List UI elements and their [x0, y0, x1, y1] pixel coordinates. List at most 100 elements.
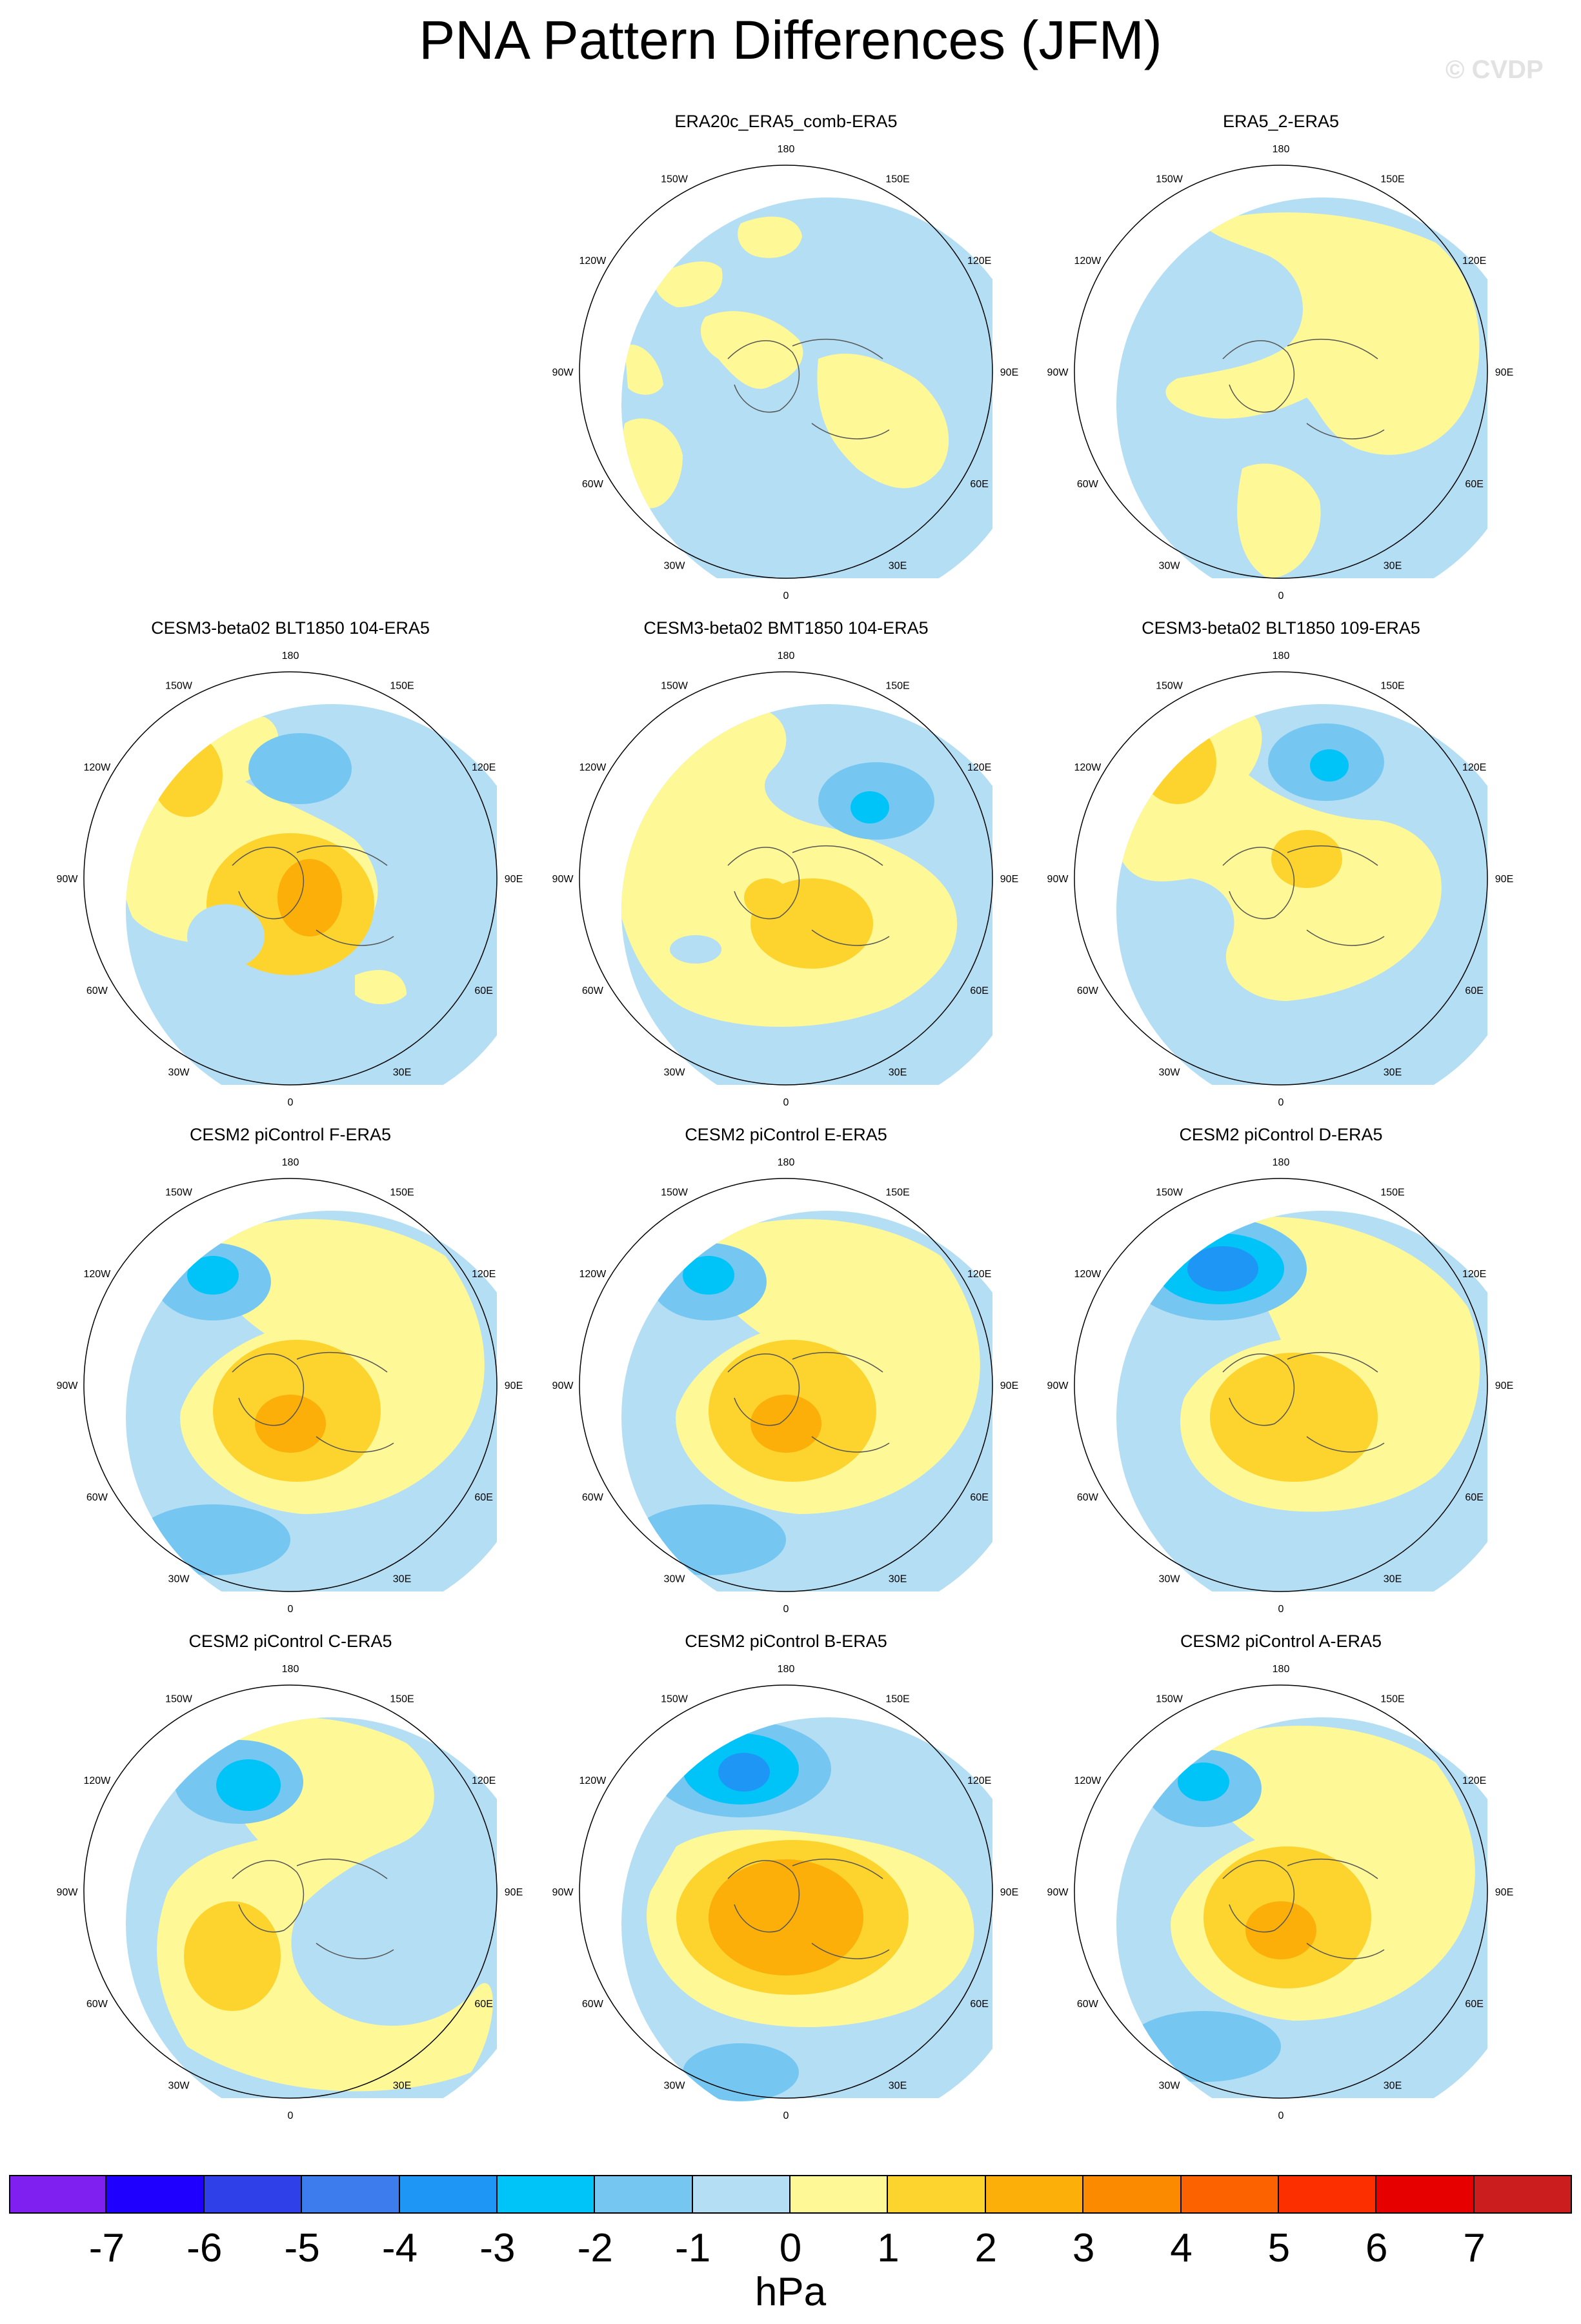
panel-title: ERA5_2-ERA5: [1222, 112, 1340, 131]
colorbar-box: [595, 2175, 693, 2214]
map-border: [1074, 671, 1488, 1086]
longitude-label: 60W: [1077, 1492, 1099, 1503]
coastline: [1222, 1351, 1385, 1453]
colorbar-tick-label: -2: [577, 2226, 613, 2270]
longitude-label: 90E: [1000, 874, 1018, 885]
longitude-label: 90W: [57, 1380, 79, 1391]
longitude-label: 90W: [1047, 874, 1069, 885]
panel-title: CESM2 piControl F-ERA5: [189, 1125, 392, 1144]
panel-title: CESM2 piControl C-ERA5: [188, 1632, 392, 1651]
longitude-label: 150W: [1156, 680, 1183, 691]
longitude-label: 0: [783, 1604, 789, 1615]
longitude-label: 30E: [393, 1067, 411, 1078]
longitude-label: 60E: [474, 985, 492, 996]
longitude-label: 30E: [889, 2081, 907, 2092]
colorbar-unit: hPa: [754, 2270, 827, 2314]
longitude-label: 120W: [579, 1269, 607, 1280]
longitude-label: 60W: [582, 479, 604, 490]
longitude-label: 90E: [1495, 874, 1513, 885]
colorbar-box: [985, 2175, 1084, 2214]
longitude-label: 120E: [472, 1269, 496, 1280]
longitude-label: 90W: [552, 1380, 574, 1391]
longitude-label: 0: [1278, 2110, 1284, 2121]
longitude-label: 180: [1273, 1664, 1290, 1675]
longitude-label: 30E: [1384, 2081, 1402, 2092]
longitude-label: 90E: [1495, 1887, 1513, 1898]
longitude-label: 150E: [885, 1693, 909, 1704]
low-center: [631, 1504, 786, 1575]
longitude-label: 120E: [472, 1775, 496, 1786]
longitude-label: 150W: [165, 1187, 193, 1198]
longitude-label: 60W: [582, 985, 604, 996]
longitude-label: 60E: [1465, 985, 1483, 996]
longitude-label: 30W: [168, 1574, 190, 1585]
longitude-label: 90W: [1047, 1380, 1069, 1391]
longitude-label: 30E: [889, 1574, 907, 1585]
longitude-label: 30W: [168, 2081, 190, 2092]
longitude-label: 90E: [1000, 1887, 1018, 1898]
longitude-label: 60W: [1077, 479, 1099, 490]
polar-map: 180 150E 120E 90E 60E 30E 0 30W 60W 90W 120W 150W: [57, 651, 523, 1108]
colorbar-box: [399, 2175, 498, 2214]
longitude-label: 150E: [885, 1187, 909, 1198]
longitude-label: 60W: [582, 1492, 604, 1503]
colorbar-tick-label: 2: [974, 2226, 997, 2270]
map-border: [579, 1178, 993, 1592]
coastline: [1222, 1858, 1385, 1959]
panel-title: CESM2 piControl E-ERA5: [685, 1125, 887, 1144]
longitude-label: 120E: [967, 762, 991, 773]
polar-map: 180 150E 120E 90E 60E 30E 0 30W 60W 90W 120W 150W: [57, 1664, 523, 2121]
longitude-label: 0: [783, 591, 789, 601]
longitude-label: 30E: [1384, 1067, 1402, 1078]
colorbar-box: [302, 2175, 400, 2214]
longitude-label: 90E: [505, 1380, 523, 1391]
low-center: [1178, 1763, 1229, 1801]
low-center: [670, 935, 721, 964]
longitude-label: 90W: [552, 367, 574, 378]
longitude-label: 0: [783, 1097, 789, 1108]
colorbar-tick-label: 7: [1463, 2226, 1485, 2270]
polar-map: 180 150E 120E 90E 60E 30E 0 30W 60W 90W 120W 150W: [1047, 1157, 1514, 1615]
longitude-label: 180: [1273, 144, 1290, 155]
longitude-label: 120E: [967, 1775, 991, 1786]
longitude-label: 30E: [889, 1067, 907, 1078]
colorbar-tick-label: -3: [479, 2226, 516, 2270]
background-field: [621, 197, 992, 578]
map-panel: CESM2 piControl D-ERA5 180 150E 120E 90E 60E 3…: [1032, 1123, 1529, 1626]
map-border: [1074, 1684, 1488, 2099]
longitude-label: 180: [778, 651, 795, 662]
longitude-label: 0: [288, 1097, 294, 1108]
low-center: [136, 1504, 290, 1575]
map-panel: CESM3-beta02 BLT1850 109-ERA5 180 150E 120E…: [1032, 616, 1529, 1120]
longitude-label: 60E: [1465, 1999, 1483, 2010]
map-border: [579, 165, 993, 579]
positive-region: [355, 969, 407, 1004]
longitude-label: 30E: [393, 1574, 411, 1585]
low-center: [248, 733, 352, 804]
longitude-label: 90W: [552, 874, 574, 885]
longitude-label: 30W: [664, 1067, 686, 1078]
longitude-label: 150E: [1380, 1693, 1404, 1704]
polar-map: 180 150E 120E 90E 60E 30E 0 30W 60W 90W 120W 150W: [1047, 1664, 1514, 2121]
colorbar-tick-label: 4: [1170, 2226, 1193, 2270]
map-panel: ERA5_2-ERA5 180 150E 120E 90E 60E 30E 0 30W 60W 90…: [1032, 110, 1529, 613]
watermark: © CVDP: [1445, 56, 1544, 84]
map-border: [579, 1684, 993, 2099]
polar-map: 180 150E 120E 90E 60E 30E 0 30W 60W 90W 120W 150W: [552, 1157, 1019, 1615]
longitude-label: 60E: [1465, 1492, 1483, 1503]
longitude-label: 120W: [1074, 1269, 1102, 1280]
map-border: [1074, 1178, 1488, 1592]
colorbar-box: [204, 2175, 303, 2214]
longitude-label: 30W: [1159, 1574, 1181, 1585]
high-center: [1139, 720, 1216, 804]
high-center: [184, 1901, 281, 2011]
longitude-label: 150W: [661, 174, 689, 185]
polar-map: 180 150E 120E 90E 60E 30E 0 30W 60W 90W 120W 150W: [552, 1664, 1019, 2121]
longitude-label: 30E: [1384, 561, 1402, 572]
longitude-label: 60W: [86, 1492, 108, 1503]
longitude-label: 180: [1273, 1157, 1290, 1168]
longitude-label: 30E: [889, 561, 907, 572]
longitude-label: 150W: [661, 680, 689, 691]
longitude-label: 120E: [967, 256, 991, 267]
high-center: [277, 859, 342, 936]
